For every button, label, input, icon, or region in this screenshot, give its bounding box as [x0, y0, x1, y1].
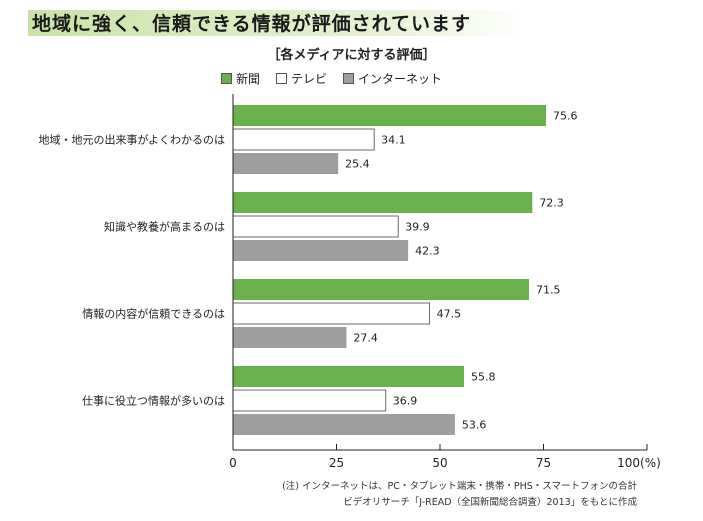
headline-highlight — [28, 10, 526, 36]
bar-tv — [232, 302, 431, 325]
category-label: 情報の内容が信頼できるのは — [82, 307, 225, 321]
bar-newspaper — [233, 192, 533, 213]
data-label-internet: 27.4 — [353, 332, 378, 345]
data-label-newspaper: 55.8 — [471, 371, 496, 384]
bar-tv — [232, 389, 387, 412]
legend-swatch-internet — [343, 73, 355, 84]
data-label-internet: 53.6 — [462, 419, 487, 432]
bar-tv — [232, 128, 375, 151]
page-headline: 地域に強く、信頼できる情報が評価されています — [32, 13, 472, 35]
bar-internet — [233, 240, 409, 261]
bar-internet — [233, 327, 347, 348]
bar-newspaper — [233, 366, 465, 387]
x-tick-label: 75 — [536, 456, 551, 470]
data-label-newspaper: 75.6 — [553, 110, 578, 123]
x-tick-label: 25 — [329, 456, 344, 470]
footnote-internet: (注) インターネットは、PC・タブレット端末・携帯・PHS・スマートフォンの合… — [282, 481, 637, 492]
legend-swatch-newspaper — [221, 73, 232, 84]
category-label: 地域・地元の出来事がよくわかるのは — [39, 133, 225, 147]
legend-item-tv: テレビ — [276, 70, 327, 87]
data-label-internet: 25.4 — [345, 158, 370, 171]
data-label-tv: 34.1 — [381, 134, 406, 147]
x-tick-label: 50 — [432, 456, 447, 470]
legend-label-tv: テレビ — [291, 72, 328, 86]
data-label-tv: 36.9 — [393, 395, 418, 408]
category-label: 仕事に役立つ情報が多いのは — [82, 394, 225, 408]
x-tick-label: 0 — [229, 456, 237, 470]
data-label-tv: 47.5 — [437, 308, 462, 321]
x-tick-label: 100(%) — [617, 456, 661, 470]
data-label-newspaper: 71.5 — [536, 284, 561, 297]
legend-label-newspaper: 新聞 — [236, 72, 261, 86]
data-label-newspaper: 72.3 — [539, 197, 564, 210]
legend-item-internet: インターネット — [343, 70, 442, 87]
bar-tv — [232, 215, 399, 238]
legend-swatch-tv — [276, 73, 288, 84]
data-label-internet: 42.3 — [415, 245, 440, 258]
legend-label-internet: インターネット — [358, 72, 443, 86]
chart-title: ［各メディアに対する評価］ — [267, 48, 436, 63]
data-label-tv: 39.9 — [405, 221, 430, 234]
bar-internet — [233, 153, 339, 174]
legend-item-newspaper: 新聞 — [221, 70, 260, 87]
footnote-source: ビデオリサーチ「J-READ（全国新聞総合調査）2013」をもとに作成 — [343, 497, 637, 508]
bar-newspaper — [233, 279, 530, 300]
bar-newspaper — [233, 105, 546, 126]
bar-internet — [233, 414, 455, 435]
chart-legend: 新聞 テレビ インターネット — [221, 70, 442, 87]
category-label: 知識や教養が高まるのは — [104, 220, 225, 234]
